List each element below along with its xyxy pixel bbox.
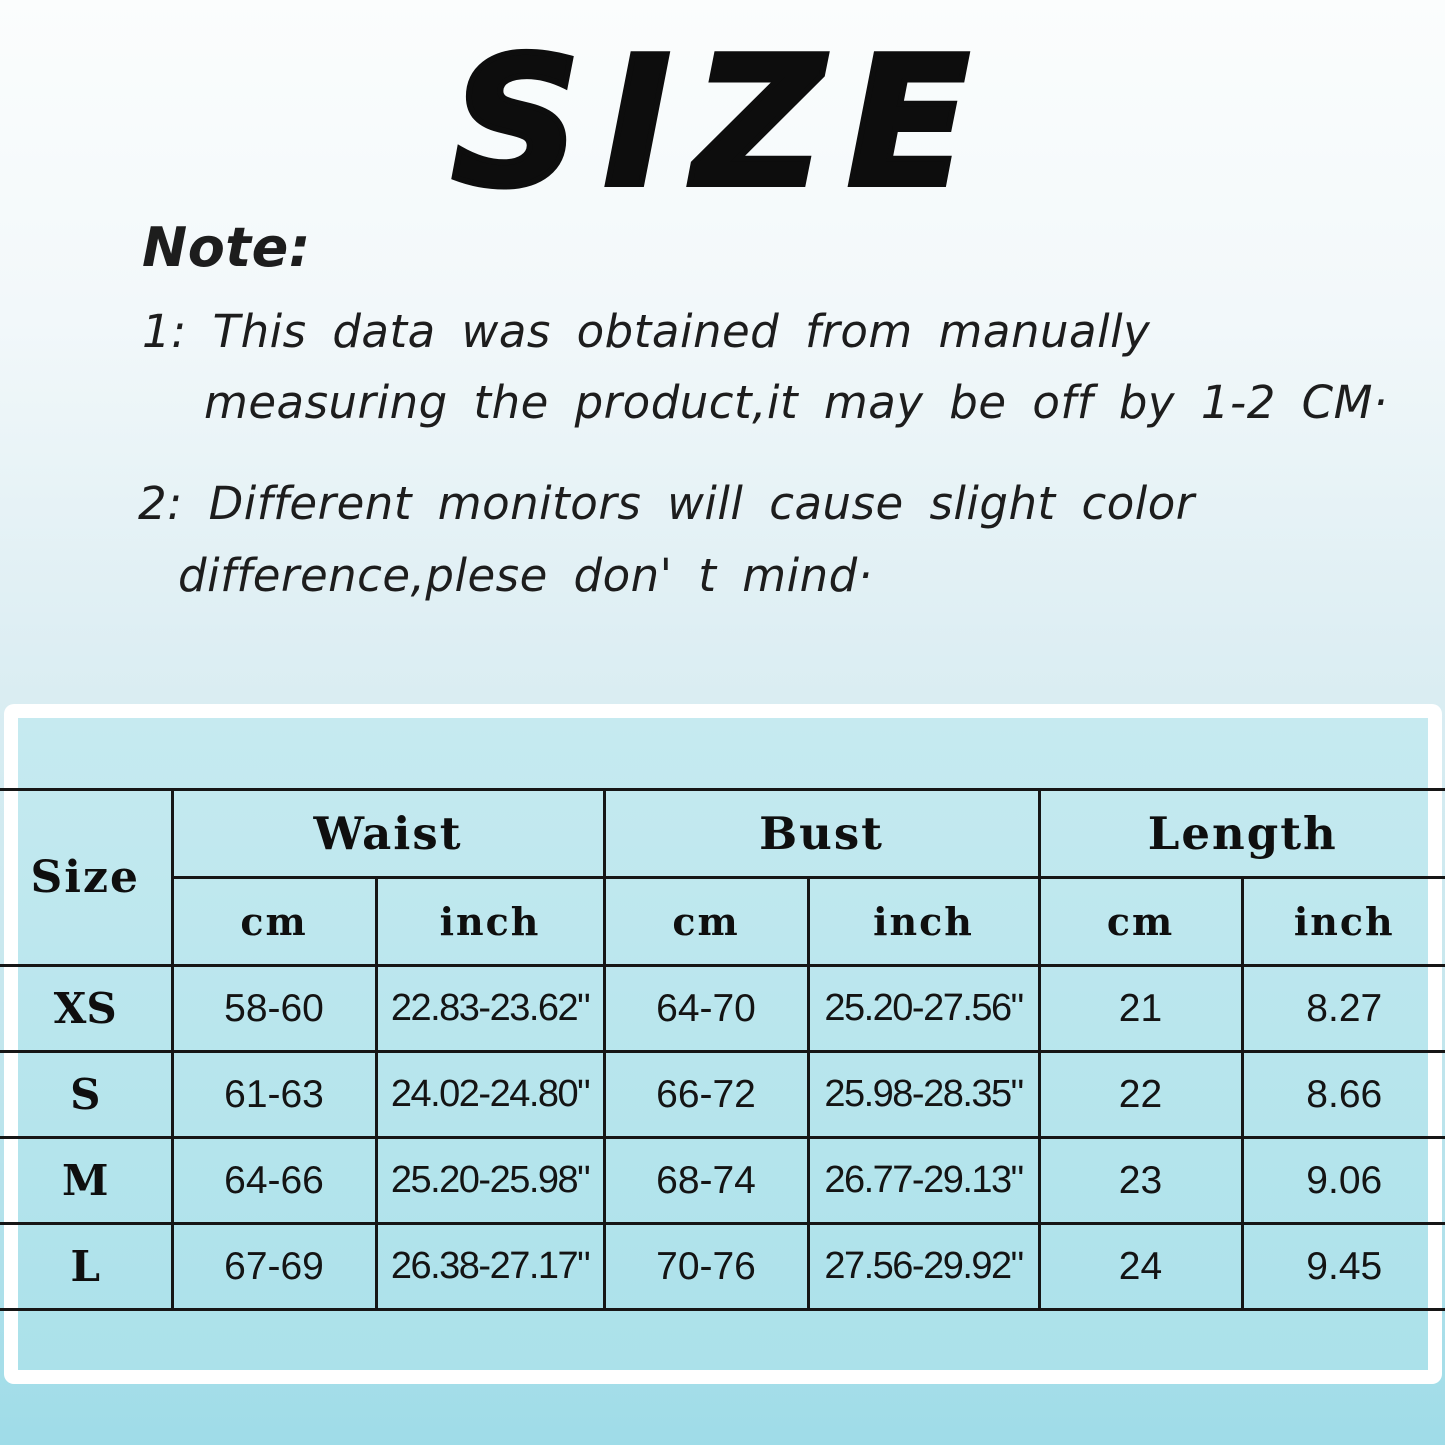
- bust-cm-cell: 66-72: [602, 1050, 810, 1139]
- table-row: S 61-63 24.02-24.80" 66-72 25.98-28.35" …: [0, 1050, 1445, 1139]
- waist-inch-cell: 25.20-25.98": [374, 1136, 606, 1225]
- waist-cm-cell: 67-69: [170, 1222, 378, 1311]
- table-row: L 67-69 26.38-27.17" 70-76 27.56-29.92" …: [0, 1222, 1445, 1311]
- size-cell: L: [0, 1222, 174, 1311]
- length-inch-cell: 9.45: [1240, 1222, 1445, 1311]
- length-cm-cell: 24: [1037, 1222, 1244, 1311]
- header-waist-inch: inch: [374, 876, 606, 967]
- waist-inch-cell: 26.38-27.17": [374, 1222, 606, 1311]
- bust-inch-cell: 25.98-28.35": [806, 1050, 1041, 1139]
- length-cm-cell: 22: [1037, 1050, 1244, 1139]
- header-waist-cm: cm: [172, 876, 378, 967]
- size-chart-table: Size Waist Bust Length cm inch cm inch c…: [0, 788, 1445, 1311]
- bust-cm-cell: 70-76: [602, 1222, 810, 1311]
- header-size: Size: [0, 788, 174, 967]
- header-bust-inch: inch: [806, 876, 1041, 967]
- header-bust: Bust: [602, 788, 1041, 879]
- bust-inch-cell: 27.56-29.92": [806, 1222, 1041, 1311]
- bust-inch-cell: 25.20-27.56": [806, 964, 1041, 1053]
- table-row: XS 58-60 22.83-23.62" 64-70 25.20-27.56"…: [0, 964, 1445, 1053]
- note-2-line-1: 2: Different monitors will cause slight …: [138, 477, 1195, 530]
- header-row-groups: Size Waist Bust Length: [0, 788, 1445, 967]
- bust-cm-cell: 64-70: [602, 964, 810, 1053]
- header-bust-cm: cm: [602, 876, 810, 967]
- length-inch-cell: 8.27: [1240, 964, 1445, 1053]
- waist-cm-cell: 58-60: [170, 964, 378, 1053]
- note-1-line-1: 1: This data was obtained from manually: [142, 305, 1151, 358]
- length-inch-cell: 8.66: [1240, 1050, 1445, 1139]
- size-cell: M: [0, 1136, 174, 1225]
- bust-cm-cell: 68-74: [602, 1136, 810, 1225]
- page-title: SIZE: [449, 19, 994, 226]
- note-2-line-2: difference,plese don' t mind·: [178, 549, 873, 602]
- note-1-line-2: measuring the product,it may be off by 1…: [204, 376, 1388, 429]
- header-length-inch: inch: [1240, 876, 1445, 967]
- size-cell: XS: [0, 964, 174, 1053]
- waist-cm-cell: 61-63: [170, 1050, 378, 1139]
- size-cell: S: [0, 1050, 174, 1139]
- bust-inch-cell: 26.77-29.13": [806, 1136, 1041, 1225]
- waist-cm-cell: 64-66: [170, 1136, 378, 1225]
- length-inch-cell: 9.06: [1240, 1136, 1445, 1225]
- table-row: M 64-66 25.20-25.98" 68-74 26.77-29.13" …: [0, 1136, 1445, 1225]
- note-label: Note:: [142, 216, 311, 279]
- header-length-cm: cm: [1037, 876, 1244, 967]
- header-row-units: cm inch cm inch cm inch: [0, 876, 1445, 967]
- waist-inch-cell: 22.83-23.62": [374, 964, 606, 1053]
- length-cm-cell: 21: [1037, 964, 1244, 1053]
- length-cm-cell: 23: [1037, 1136, 1244, 1225]
- header-length: Length: [1037, 788, 1445, 879]
- waist-inch-cell: 24.02-24.80": [374, 1050, 606, 1139]
- header-waist: Waist: [170, 788, 606, 879]
